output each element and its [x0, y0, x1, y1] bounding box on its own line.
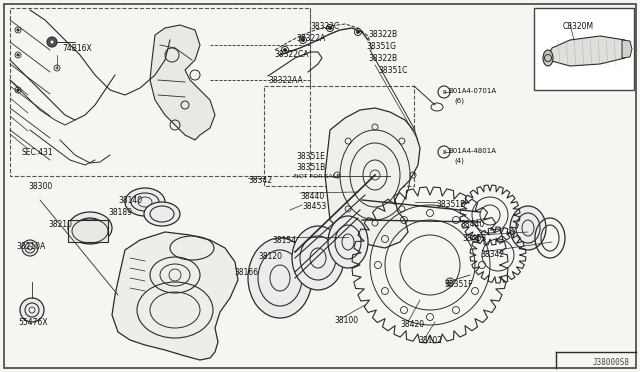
Polygon shape [112, 232, 238, 360]
Text: B: B [442, 90, 446, 94]
Bar [68, 220, 108, 242]
Text: 38351G: 38351G [366, 42, 396, 51]
Circle shape [50, 40, 54, 44]
Text: 38453: 38453 [302, 202, 326, 211]
Text: 38440: 38440 [300, 192, 324, 201]
Text: 38322AA: 38322AA [268, 76, 303, 85]
Polygon shape [325, 108, 420, 248]
Text: 38322C: 38322C [310, 22, 339, 31]
Text: 38351B: 38351B [436, 200, 465, 209]
Text: 38102: 38102 [418, 336, 442, 345]
Text: 38322B: 38322B [368, 54, 397, 63]
Text: J38000S8: J38000S8 [593, 358, 630, 367]
Text: NOT FOR SALE: NOT FOR SALE [294, 174, 340, 179]
Polygon shape [622, 40, 632, 58]
Text: 38210: 38210 [48, 220, 72, 229]
Text: 38440: 38440 [460, 220, 484, 229]
Text: 38120: 38120 [258, 252, 282, 261]
Text: 38351E: 38351E [296, 152, 325, 161]
Bar [264, 86, 414, 186]
Text: 38100: 38100 [334, 316, 358, 325]
Circle shape [17, 54, 19, 56]
Text: (6): (6) [454, 98, 464, 105]
Ellipse shape [144, 202, 180, 226]
Circle shape [20, 298, 44, 322]
Text: 38166: 38166 [234, 268, 258, 277]
Text: 38140: 38140 [118, 196, 142, 205]
Ellipse shape [68, 212, 112, 244]
Ellipse shape [328, 216, 368, 268]
Text: 38351F: 38351F [444, 280, 472, 289]
Text: 38189: 38189 [108, 208, 132, 217]
Text: B01A4-4801A: B01A4-4801A [448, 148, 496, 154]
Text: SEC.431: SEC.431 [22, 148, 54, 157]
Bar [534, 8, 634, 90]
Text: 38210A: 38210A [16, 242, 45, 251]
Circle shape [328, 26, 332, 29]
Text: 38322CA: 38322CA [274, 50, 308, 59]
Ellipse shape [292, 226, 344, 290]
Text: B01A4-0701A: B01A4-0701A [448, 88, 496, 94]
Text: 38300: 38300 [28, 182, 52, 191]
Polygon shape [150, 25, 215, 140]
Ellipse shape [248, 238, 312, 318]
Text: B: B [442, 150, 446, 154]
Text: 38322A: 38322A [296, 34, 325, 43]
Text: 38420: 38420 [400, 320, 424, 329]
Text: 38351C: 38351C [378, 66, 408, 75]
Circle shape [17, 89, 19, 91]
Ellipse shape [125, 188, 165, 216]
Text: 55476X: 55476X [18, 318, 47, 327]
Text: 38154: 38154 [272, 236, 296, 245]
Circle shape [17, 29, 19, 31]
Circle shape [284, 48, 287, 51]
Bar [10, 8, 310, 176]
Text: C8320M: C8320M [563, 22, 594, 31]
Text: 38322B: 38322B [368, 30, 397, 39]
Circle shape [22, 240, 38, 256]
Text: 38453: 38453 [462, 234, 486, 243]
Text: 38342: 38342 [480, 250, 504, 259]
Circle shape [356, 31, 360, 33]
Text: 74B16X: 74B16X [62, 44, 92, 53]
Text: (4): (4) [454, 158, 464, 164]
Ellipse shape [543, 50, 553, 66]
Circle shape [47, 37, 57, 47]
Polygon shape [548, 36, 625, 66]
Text: 38351B: 38351B [296, 163, 325, 172]
Circle shape [301, 38, 305, 42]
Ellipse shape [510, 206, 546, 250]
Text: 38342: 38342 [248, 176, 272, 185]
